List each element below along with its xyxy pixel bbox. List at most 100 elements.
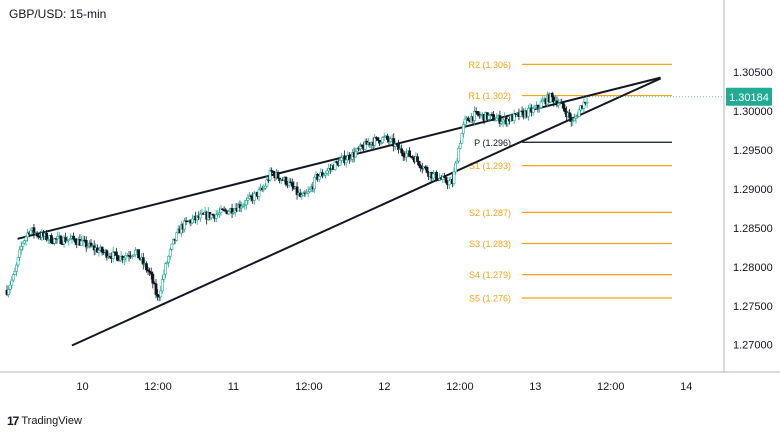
candle-body (363, 140, 367, 150)
candle-body (263, 185, 267, 189)
x-tick-label: 13 (529, 381, 541, 393)
candle-body (224, 209, 228, 212)
candle-body (24, 236, 28, 241)
candle-body (244, 199, 248, 206)
candle-body (447, 180, 451, 186)
candle-body (172, 238, 175, 245)
candle-body (23, 240, 26, 244)
candle-body (149, 271, 153, 275)
candle-body (308, 189, 312, 192)
candle-body (519, 110, 522, 117)
x-tick-label: 14 (680, 381, 692, 393)
candle-body (11, 274, 15, 281)
candle-body (479, 114, 483, 117)
candle-body (160, 279, 164, 292)
candle-body (392, 138, 396, 147)
candle-body (313, 176, 316, 190)
candle-body (435, 172, 438, 181)
candle-body (265, 179, 269, 187)
candle-body (68, 238, 72, 241)
candle-body (290, 182, 294, 187)
candle-body (531, 108, 535, 113)
pivot-levels: R2 (1.306) R1 (1.302) P (1.296) S1 (1.293) S… (468, 60, 672, 304)
x-tick-label: 12:00 (597, 381, 625, 393)
candle-body (501, 119, 505, 123)
candle-body (122, 257, 126, 260)
candle-body (397, 143, 400, 150)
tradingview-brand[interactable]: 17 TradingView (7, 414, 82, 428)
candle-body (246, 197, 250, 201)
candle-body (10, 279, 14, 286)
candle-body (500, 121, 503, 124)
candle-body (249, 195, 253, 198)
y-tick-label: 1.29000 (733, 184, 773, 196)
candle-body (198, 213, 202, 219)
candle-body (183, 220, 186, 230)
candle-body (21, 242, 25, 247)
candle-body (405, 152, 408, 158)
y-tick-label: 1.28500 (733, 223, 773, 235)
candle-body (344, 159, 348, 164)
x-tick-label: 12:00 (295, 381, 323, 393)
candle-body (56, 236, 60, 240)
candle-body (571, 120, 575, 122)
candle-body (165, 262, 169, 264)
candle-body (454, 162, 457, 173)
candle-body (170, 243, 174, 250)
y-tick-label: 1.30500 (733, 67, 773, 79)
candle-body (80, 240, 83, 246)
candle-body (29, 229, 33, 235)
candle-body (452, 171, 456, 185)
candle-body (541, 100, 545, 103)
candle-body (378, 140, 381, 144)
candle-body (538, 107, 541, 109)
candle-body (118, 260, 121, 262)
candle-body (86, 246, 90, 248)
candle-body (114, 251, 118, 256)
tradingview-name: TradingView (21, 415, 82, 427)
candle-body (67, 239, 71, 241)
candle-body (72, 235, 75, 240)
candle-body (243, 204, 247, 206)
candle-body (347, 155, 351, 161)
candle-body (550, 93, 554, 98)
candle-body (276, 172, 280, 179)
candle-body (64, 237, 68, 243)
candle-body (476, 111, 480, 115)
candle-body (324, 172, 327, 176)
chart-title: GBP/USD: 15-min (9, 7, 107, 21)
candle-body (379, 142, 383, 144)
candle-body (441, 176, 445, 180)
candle-body (97, 250, 101, 253)
y-tick-label: 1.29500 (733, 145, 773, 157)
y-tick-label: 1.28000 (733, 262, 773, 274)
candle-body (492, 114, 495, 121)
candle-body (262, 188, 266, 190)
candle-body (419, 165, 423, 169)
candle-body (557, 103, 560, 106)
candle-body (116, 255, 120, 262)
candle-body (466, 117, 470, 121)
pivot-level-label: S4 (1.279) (469, 270, 511, 280)
trendlines (17, 76, 662, 347)
candle-body (568, 112, 572, 118)
candle-body (301, 192, 305, 196)
candle-body (300, 195, 304, 197)
candle-body (561, 102, 565, 109)
candle-body (527, 108, 530, 117)
candle-body (214, 214, 218, 219)
candle-body (164, 263, 167, 275)
candle-body (376, 137, 380, 141)
candle-body (549, 93, 553, 103)
candle-body (284, 177, 288, 185)
candle-body (338, 159, 342, 166)
candle-body (305, 192, 308, 195)
candle-body (506, 118, 510, 125)
candle-body (268, 170, 272, 181)
candle-body (227, 211, 231, 215)
candle-body (473, 110, 476, 121)
candle-body (167, 255, 171, 263)
candle-body (162, 273, 166, 280)
candle-body (156, 294, 159, 297)
